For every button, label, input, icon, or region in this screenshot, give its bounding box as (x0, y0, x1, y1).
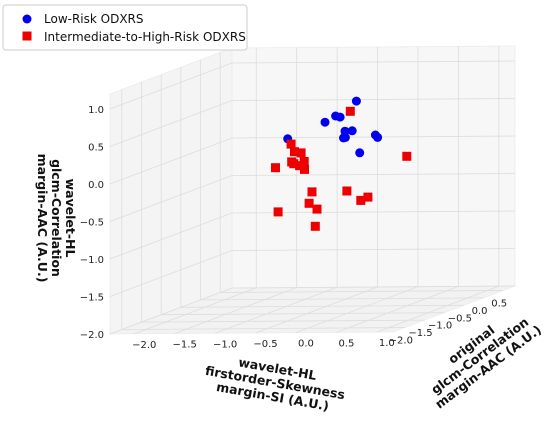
tick-labels: −2.0 −1.5 −1.0 −0.5 0.0 0.5 1.0−2.0−1.5−1.0−0.… (80, 105, 507, 351)
gridline-z-back (231, 60, 516, 64)
gridline-z-side (109, 250, 233, 297)
gridline-z-side (109, 62, 233, 110)
point-low-risk (355, 148, 365, 158)
z-axis-label-line: margin-AAC (A.U.) (35, 154, 50, 283)
legend-label-low-risk: Low-Risk ODXRS (44, 12, 144, 26)
legend: Low-Risk ODXRS Intermediate-to-High-Risk… (2, 4, 248, 51)
gridlines (109, 46, 516, 335)
x-tick-label: 0.0 (298, 339, 314, 350)
point-high-risk (273, 207, 283, 217)
gridline-z-side (109, 175, 233, 222)
point-low-risk (340, 126, 350, 136)
point-high-risk (345, 106, 355, 116)
y-tick-label: −0.5 (448, 313, 472, 324)
gridline-z-back (231, 248, 516, 251)
x-tick-label: −1.5 (173, 340, 197, 351)
point-high-risk (290, 147, 299, 157)
point-high-risk (402, 151, 412, 161)
gridline-z-side (109, 100, 233, 147)
z-tick-label: −1.0 (80, 255, 104, 266)
point-high-risk (296, 148, 306, 158)
z-tick-label: 0.0 (88, 180, 104, 191)
gridline-x-floor (134, 287, 257, 335)
gridline-z-back (231, 285, 516, 289)
gridline-z-side (109, 287, 233, 335)
gridline-x-floor (255, 286, 378, 334)
gridline-z-side (109, 212, 233, 260)
point-low-risk (351, 96, 361, 106)
gridline-y-floor (200, 297, 484, 301)
point-low-risk (331, 111, 341, 121)
legend-label-high-risk: Intermediate-to-High-Risk ODXRS (44, 30, 246, 44)
y-tick-label: 0.5 (491, 298, 507, 309)
legend-marker-low-risk (22, 14, 32, 24)
gridline-x-floor (295, 286, 419, 334)
side-pane (109, 47, 233, 335)
point-high-risk (356, 195, 366, 205)
gridline-x-floor (214, 286, 338, 334)
point-low-risk (347, 126, 357, 136)
z-tick-label: −0.5 (80, 218, 104, 229)
z-tick-label: −1.5 (80, 293, 104, 304)
point-low-risk (320, 117, 330, 127)
y-tick-label: −1.5 (408, 328, 432, 339)
data-points (271, 96, 412, 231)
point-high-risk (307, 187, 317, 197)
point-high-risk (271, 163, 280, 173)
legend-marker-high-risk (22, 31, 32, 41)
z-tick-label: −2.0 (80, 330, 104, 341)
y-tick-label: −2.0 (389, 336, 413, 347)
z-axis-label-line: wavelet-HL (63, 179, 78, 258)
point-high-risk (295, 161, 305, 171)
point-high-risk (299, 157, 309, 166)
z-axis-label-line: glcm-Correlation (49, 159, 64, 277)
x-tick-label: −2.0 (132, 340, 156, 351)
y-tick-label: 0.0 (472, 306, 488, 317)
y-tick-label: −1.0 (428, 321, 452, 332)
point-high-risk (304, 198, 314, 208)
gridline-y-floor (161, 312, 445, 316)
point-high-risk (300, 164, 309, 174)
x-tick-label: 1.0 (379, 338, 395, 349)
gridline-z-back (231, 173, 516, 176)
point-low-risk (339, 133, 348, 143)
point-low-risk (370, 130, 380, 140)
gridline-y-floor (121, 327, 405, 330)
gridline-z-side (109, 137, 233, 185)
x-tick-label: −1.0 (213, 339, 237, 350)
gridline-y-floor (141, 319, 425, 323)
gridline-x-floor (336, 286, 459, 333)
point-high-risk (363, 192, 373, 202)
point-high-risk (286, 139, 296, 149)
point-high-risk (310, 221, 320, 231)
legend-frame (2, 4, 248, 51)
point-high-risk (289, 159, 299, 169)
gridline-z-back (231, 98, 516, 101)
gridline-y-floor (180, 304, 464, 308)
gridline-y-floor (220, 290, 504, 293)
point-high-risk (342, 186, 352, 196)
z-tick-label: 1.0 (88, 105, 104, 116)
z-tick-label: 0.5 (88, 143, 104, 154)
x-tick-label: 0.5 (338, 338, 354, 349)
point-high-risk (312, 204, 322, 214)
gridline-x-floor (174, 287, 297, 334)
x-tick-label: −0.5 (253, 339, 277, 350)
gridline-x-floor (376, 285, 499, 333)
